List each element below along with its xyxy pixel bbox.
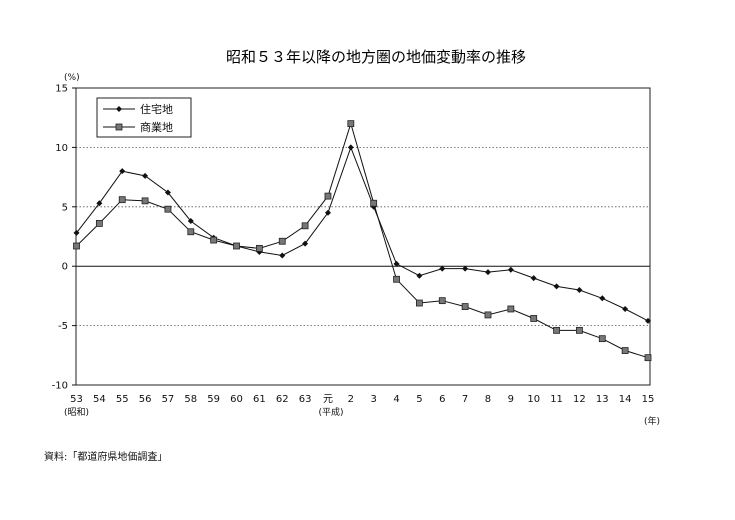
x-tick-label-8: 61	[253, 394, 266, 405]
legend-box	[96, 97, 192, 138]
x-tick-label-9: 62	[276, 394, 289, 405]
residential-point-57	[164, 189, 171, 196]
y-tick-label-15: 15	[55, 84, 68, 95]
legend-marker-residential	[116, 106, 122, 112]
x-tick-label-14: 4	[393, 394, 399, 405]
y-tick-label--10: -10	[52, 381, 68, 392]
commercial-point-59	[210, 236, 218, 244]
x-tick-label-1: 54	[93, 394, 106, 405]
commercial-point-56	[141, 197, 149, 205]
x-tick-label-10: 63	[299, 394, 312, 405]
residential-point-元	[324, 209, 331, 216]
x-tick-label-5: 58	[184, 394, 197, 405]
commercial-point-8	[484, 311, 492, 319]
y-tick-label-5: 5	[62, 202, 68, 213]
source-note: 資料:「都道府県地価調査」	[44, 452, 168, 463]
x-tick-label-6: 59	[207, 394, 220, 405]
y-unit-label: (%)	[64, 73, 80, 83]
residential-point-10	[530, 275, 537, 282]
residential-point-58	[187, 218, 194, 225]
x-tick-label-4: 57	[162, 394, 175, 405]
residential-point-11	[553, 283, 560, 290]
residential-point-8	[484, 269, 491, 276]
residential-point-63	[302, 240, 309, 247]
x-tick-label-11: 元	[323, 394, 333, 405]
residential-point-14	[622, 305, 629, 312]
x-tick-label-7: 60	[230, 394, 243, 405]
commercial-point-7	[461, 303, 469, 310]
x-tick-label-23: 13	[596, 394, 609, 405]
commercial-point-58	[187, 228, 195, 236]
x-unit-label: (年)	[644, 415, 660, 427]
commercial-point-3	[370, 199, 378, 207]
x-tick-label-22: 12	[573, 394, 586, 405]
commercial-point-9	[507, 305, 515, 313]
x-tick-label-16: 6	[439, 394, 445, 405]
x-tick-label-13: 3	[370, 394, 376, 405]
residential-point-54	[96, 200, 103, 207]
commercial-point-15	[644, 354, 652, 362]
era-label-heisei: (平成)	[318, 406, 343, 418]
commercial-point-4	[393, 275, 400, 283]
x-tick-label-0: 53	[70, 394, 83, 405]
residential-point-2	[347, 144, 354, 151]
residential-point-13	[599, 295, 606, 302]
series-line-1	[76, 121, 649, 359]
plot-frame	[75, 87, 651, 386]
residential-point-7	[462, 265, 469, 272]
commercial-point-10	[530, 315, 538, 322]
commercial-point-63	[301, 222, 309, 230]
y-tick-label-0: 0	[62, 262, 68, 273]
series-line-0	[76, 145, 649, 322]
x-tick-label-17: 7	[462, 394, 468, 405]
chart-title: 昭和５３年以降の地方圏の地価変動率の推移	[226, 48, 526, 66]
x-tick-label-21: 11	[550, 394, 563, 405]
residential-point-12	[576, 286, 583, 293]
residential-point-53	[73, 229, 80, 236]
x-tick-label-25: 15	[642, 394, 655, 405]
residential-point-55	[119, 168, 126, 175]
commercial-point-53	[73, 242, 80, 250]
y-tick-label--5: -5	[58, 321, 68, 332]
commercial-point-14	[621, 347, 629, 354]
commercial-point-5	[415, 299, 423, 307]
x-tick-label-2: 55	[116, 394, 129, 405]
commercial-point-11	[553, 326, 560, 334]
residential-point-6	[439, 265, 446, 272]
residential-point-5	[416, 272, 423, 279]
grid-lines	[76, 146, 650, 327]
commercial-point-62	[278, 237, 286, 245]
x-tick-label-20: 10	[527, 394, 540, 405]
commercial-point-6	[438, 297, 446, 305]
commercial-point-60	[233, 242, 240, 250]
commercial-point-61	[255, 244, 263, 252]
series-layer	[73, 120, 652, 362]
y-tick-label-10: 10	[55, 143, 68, 154]
commercial-point-54	[95, 220, 103, 227]
commercial-point-13	[598, 335, 606, 343]
residential-point-62	[279, 252, 286, 259]
x-tick-label-15: 5	[416, 394, 422, 405]
commercial-point-57	[164, 205, 172, 213]
legend: 住宅地 商業地	[96, 97, 192, 138]
x-tick-label-24: 14	[619, 394, 632, 405]
residential-point-4	[393, 260, 400, 267]
residential-point-9	[507, 266, 514, 273]
residential-point-15	[645, 317, 651, 324]
residential-point-56	[142, 172, 149, 179]
legend-marker-commercial	[115, 123, 123, 131]
legend-label-commercial: 商業地	[140, 120, 173, 134]
era-label-showa: (昭和)	[64, 407, 89, 418]
commercial-point-55	[118, 196, 126, 204]
x-tick-label-19: 9	[508, 394, 514, 405]
x-tick-label-3: 56	[139, 394, 152, 405]
x-tick-label-18: 8	[485, 394, 491, 405]
commercial-point-2	[347, 120, 355, 128]
commercial-point-12	[576, 326, 583, 334]
legend-label-residential: 住宅地	[140, 102, 173, 116]
commercial-point-元	[324, 192, 332, 200]
x-tick-label-12: 2	[348, 394, 354, 405]
